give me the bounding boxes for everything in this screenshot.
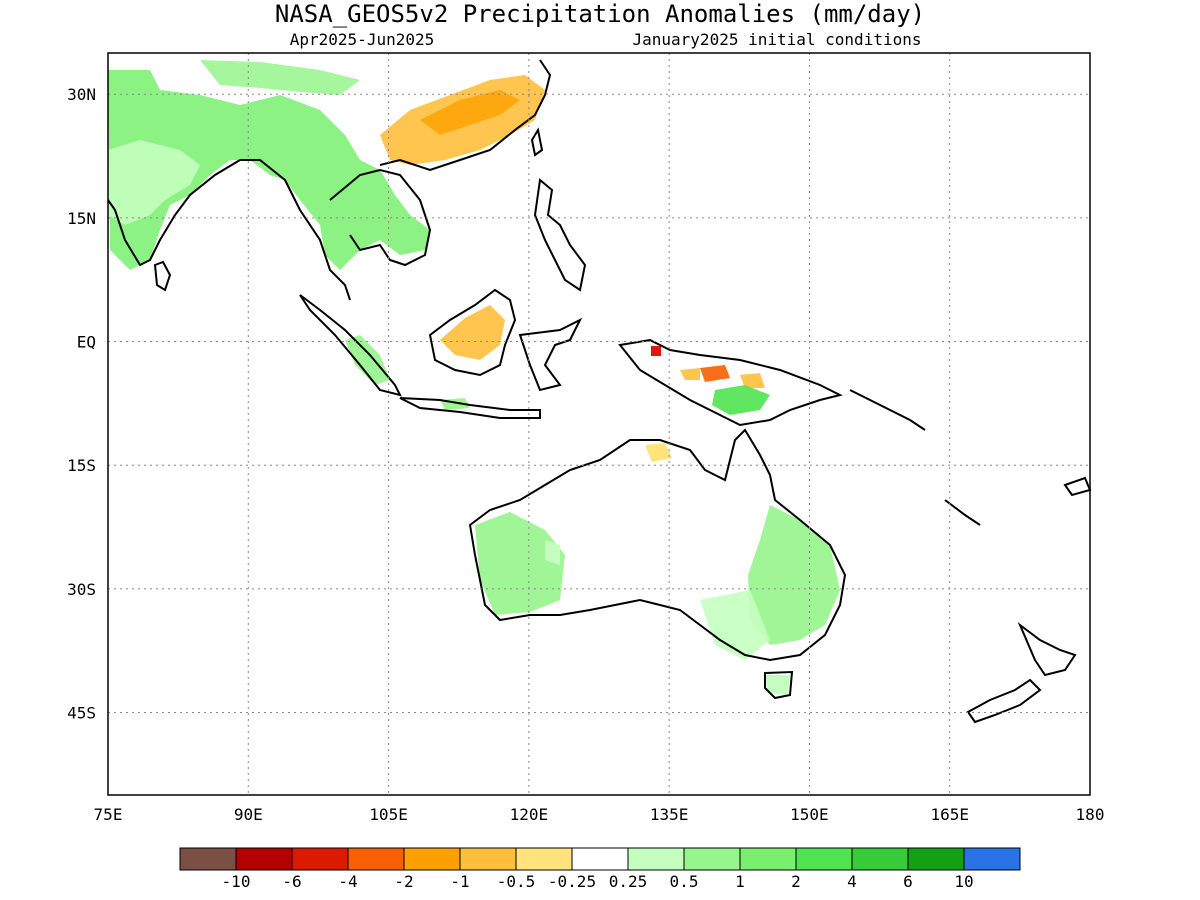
plot-frame — [107, 52, 1091, 796]
graticule — [108, 53, 1090, 795]
colorbar-swatch — [515, 847, 573, 871]
lat-tick-label: 30N — [67, 85, 96, 104]
wet-anomaly-east-australia — [748, 505, 840, 645]
lat-tick-label: 15S — [67, 456, 96, 475]
dry-anomaly-borneo — [440, 305, 505, 360]
lat-tick-label: 30S — [67, 580, 96, 599]
coastline-new-guinea — [618, 338, 843, 427]
colorbar-swatch — [963, 847, 1021, 871]
wet-anomaly-east-australia-light — [700, 590, 770, 660]
colorbar-label: -0.25 — [548, 872, 596, 891]
dry-anomaly-new-guinea-2 — [680, 368, 765, 388]
colorbar-label: -6 — [282, 872, 301, 891]
dry-anomaly-china-core — [420, 90, 520, 135]
lon-tick-label: 90E — [234, 805, 263, 824]
colorbar-swatch — [739, 847, 797, 871]
coastline-new-zealand-north — [1017, 621, 1077, 677]
wet-anomaly-himalaya — [200, 60, 360, 95]
colorbar-swatch — [291, 847, 349, 871]
coastline-sulawesi — [518, 317, 583, 392]
coastline-solomons — [849, 389, 926, 431]
coastline-java — [399, 397, 541, 419]
coastline-new-zealand-south — [966, 678, 1042, 724]
lon-tick-label: 180 — [1076, 805, 1105, 824]
colorbar-label: -4 — [338, 872, 357, 891]
coastline-australia — [468, 428, 847, 662]
coastline-tasmania — [764, 670, 794, 700]
lon-tick-label: 105E — [369, 805, 408, 824]
wet-anomaly-west-australia-light — [545, 540, 560, 565]
wet-anomaly-sumatra — [345, 335, 390, 385]
colorbar-label: 2 — [791, 872, 801, 891]
coastline-sri-lanka — [153, 260, 172, 292]
wet-anomaly-south-asia — [108, 70, 430, 270]
lon-tick-label: 165E — [930, 805, 969, 824]
coastlines — [107, 59, 1092, 724]
colorbar-swatch — [403, 847, 461, 871]
coastline-indochina — [240, 159, 432, 301]
lat-tick-label: 15N — [67, 209, 96, 228]
wet-anomaly-tasmania — [765, 675, 790, 695]
coastline-vanuatu — [944, 499, 981, 526]
map-subtitle-period: Apr2025-Jun2025 — [290, 30, 435, 49]
colorbar-swatch — [627, 847, 685, 871]
lon-tick-label: 75E — [94, 805, 123, 824]
coastline-borneo — [428, 288, 517, 377]
lat-tick-label: EQ — [77, 333, 96, 352]
colorbar-label: -0.5 — [497, 872, 536, 891]
wet-anomaly-new-guinea — [712, 385, 770, 415]
plot-background — [108, 53, 1090, 795]
anomaly-field — [108, 60, 840, 695]
wet-anomaly-india-light — [108, 140, 200, 225]
colorbar-swatch — [235, 847, 293, 871]
colorbar-swatch — [851, 847, 909, 871]
lon-tick-label: 150E — [790, 805, 829, 824]
colorbar-swatch — [459, 847, 517, 871]
coastline-taiwan — [530, 127, 544, 157]
lat-tick-labels: 30N 15N EQ 15S 30S 45S — [67, 85, 96, 722]
colorbar-swatch — [683, 847, 741, 871]
colorbar-swatch — [907, 847, 965, 871]
colorbar-swatch — [347, 847, 405, 871]
colorbar-label: -2 — [394, 872, 413, 891]
colorbar-label: 0.25 — [609, 872, 648, 891]
map-subtitle-init: January2025 initial conditions — [633, 30, 922, 49]
dry-anomaly-new-guinea — [700, 365, 730, 382]
lon-tick-labels: 75E 90E 105E 120E 135E 150E 165E 180 — [94, 805, 1105, 824]
map-title: NASA_GEOS5v2 Precipitation Anomalies (mm… — [275, 0, 925, 28]
coastline-china — [379, 59, 552, 172]
dry-anomaly-north-australia — [645, 443, 672, 462]
colorbar-label: -10 — [222, 872, 251, 891]
colorbar-label: 0.5 — [670, 872, 699, 891]
lon-tick-label: 120E — [510, 805, 549, 824]
coastline-philippines — [533, 178, 587, 292]
colorbar-label: 1 — [735, 872, 745, 891]
colorbar-label: 6 — [903, 872, 913, 891]
colorbar-label: 10 — [954, 872, 973, 891]
dry-anomaly-new-guinea-point — [651, 346, 661, 356]
lat-tick-label: 45S — [67, 704, 96, 723]
plot-area — [107, 52, 1092, 796]
colorbar-swatch — [795, 847, 853, 871]
coastline-india — [107, 159, 241, 267]
colorbar-swatch — [571, 847, 629, 871]
colorbar-swatch — [179, 847, 237, 871]
lon-tick-label: 135E — [650, 805, 689, 824]
colorbar: -10 -6 -4 -2 -1 -0.5 -0.25 0.25 0.5 1 2 4 6 10 — [179, 847, 1021, 891]
coastline-sumatra — [299, 294, 402, 397]
colorbar-label: -1 — [450, 872, 469, 891]
wet-anomaly-west-australia — [475, 512, 565, 615]
colorbar-label: 4 — [847, 872, 857, 891]
